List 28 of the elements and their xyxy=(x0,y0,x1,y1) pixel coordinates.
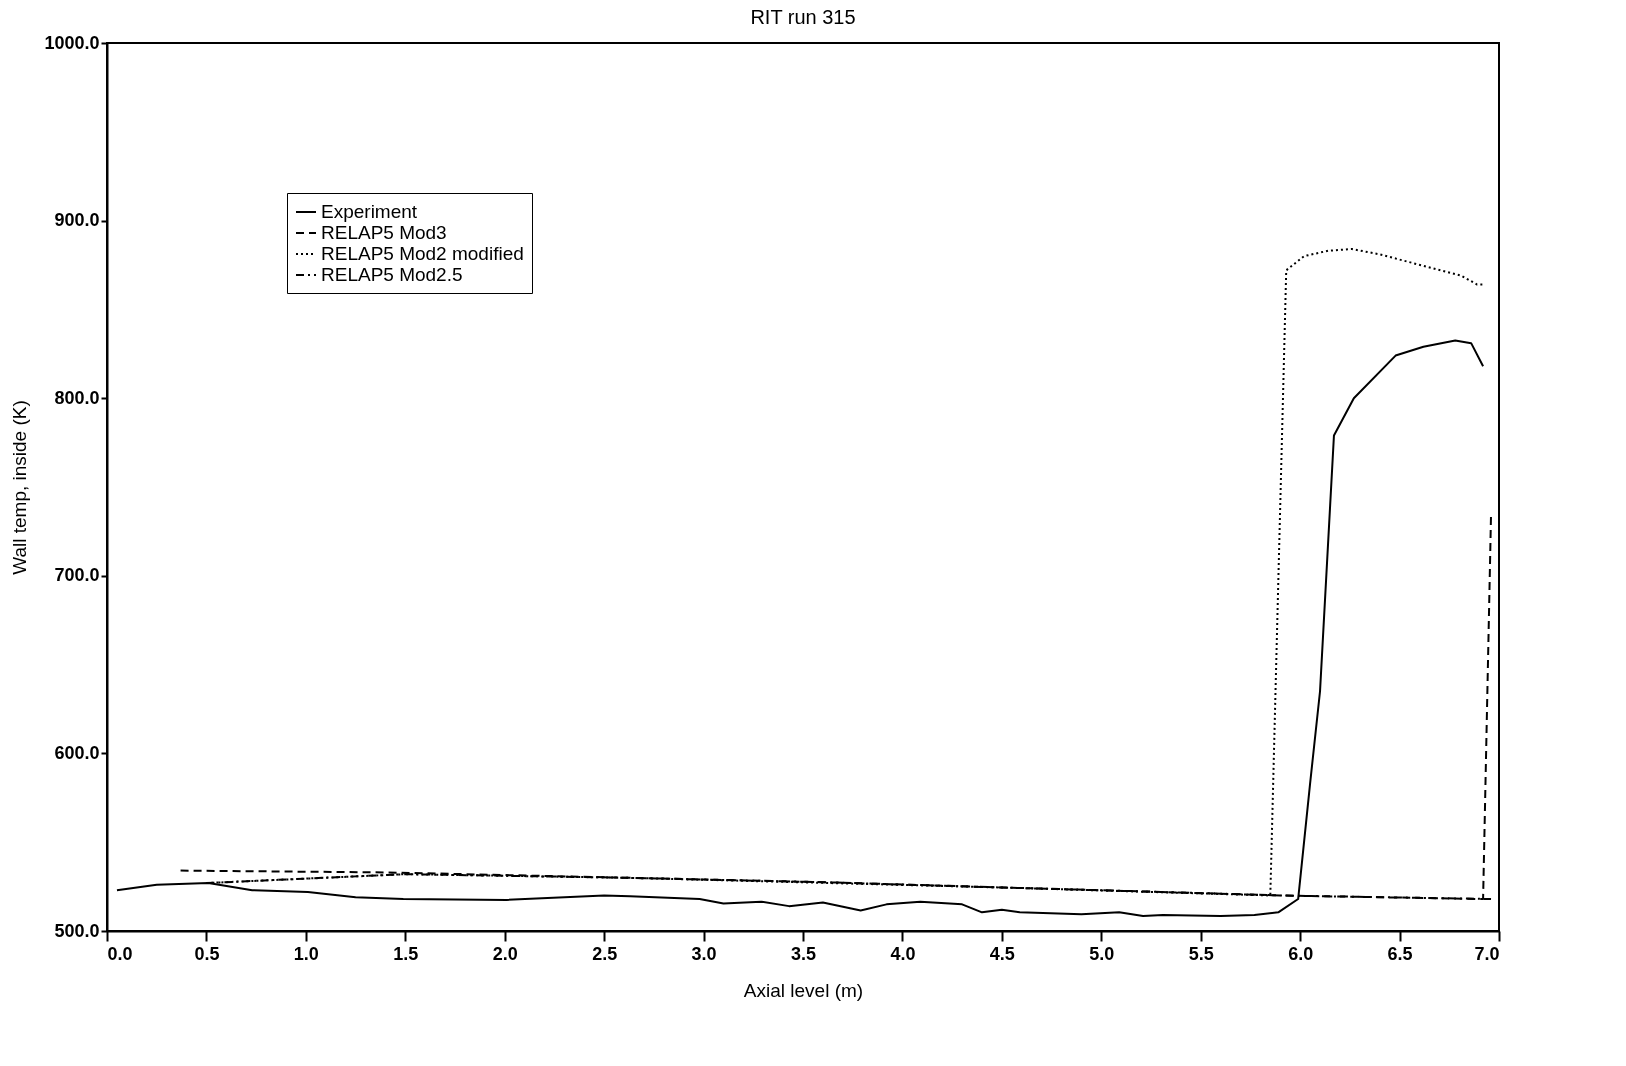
legend-label: Experiment xyxy=(321,201,418,222)
x-tick-label: 4.5 xyxy=(989,943,1015,964)
x-tick-label: 7.0 xyxy=(1474,943,1500,964)
y-tick-label: 800.0 xyxy=(54,387,100,408)
y-tick-label: 700.0 xyxy=(54,565,100,586)
chart-title: RIT run 315 xyxy=(750,6,856,28)
y-tick-label: 500.0 xyxy=(54,920,100,941)
x-tick-label: 5.5 xyxy=(1188,943,1214,964)
x-tick-label: 4.0 xyxy=(890,943,916,964)
legend-label: RELAP5 Mod2.5 xyxy=(321,264,463,285)
x-tick-label: 1.5 xyxy=(393,943,419,964)
x-tick-label: 3.5 xyxy=(790,943,817,964)
x-tick-label: 0.0 xyxy=(107,943,133,964)
legend-label: RELAP5 Mod2 modified xyxy=(321,243,524,264)
y-tick-label: 600.0 xyxy=(54,742,100,763)
x-axis-title: Axial level (m) xyxy=(743,979,864,1001)
x-tick-label: 0.5 xyxy=(194,943,220,964)
y-tick-label: 900.0 xyxy=(54,210,100,231)
legend-label: RELAP5 Mod3 xyxy=(321,222,447,243)
x-tick-label: 2.5 xyxy=(592,943,618,964)
x-tick-label: 6.0 xyxy=(1288,943,1314,964)
x-tick-label: 1.0 xyxy=(293,943,319,964)
y-axis-title: Wall temp, inside (K) xyxy=(9,400,31,575)
x-tick-label: 5.0 xyxy=(1089,943,1115,964)
y-tick-label: 1000.0 xyxy=(44,32,100,53)
x-tick-label: 6.5 xyxy=(1387,943,1413,964)
x-tick-label: 3.0 xyxy=(691,943,717,964)
x-tick-label: 2.0 xyxy=(492,943,518,964)
